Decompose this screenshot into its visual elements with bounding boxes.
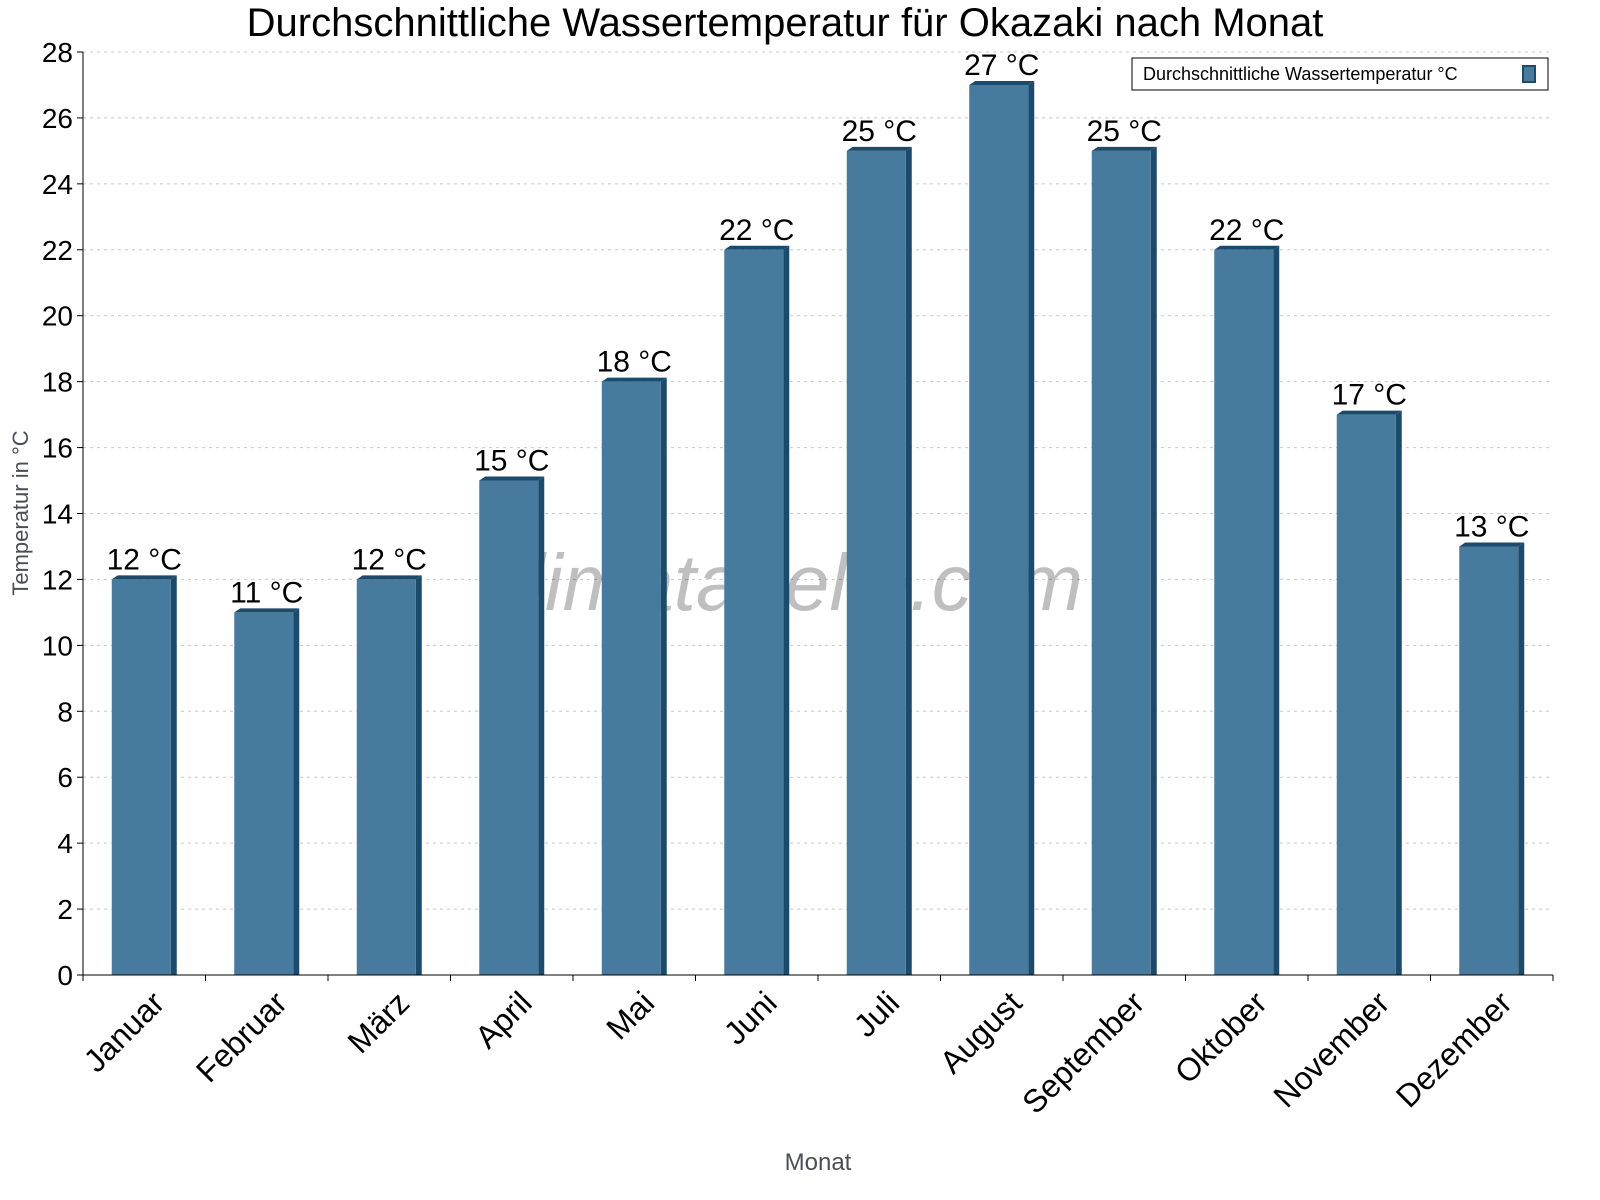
x-tick-label: September <box>1015 984 1151 1120</box>
bar-top <box>234 608 300 613</box>
bar-top <box>601 377 667 382</box>
legend: Durchschnittliche Wassertemperatur °C <box>1131 57 1549 91</box>
y-tick-label: 6 <box>57 762 73 793</box>
bar-top <box>1336 410 1402 415</box>
x-tick-label: Januar <box>77 984 172 1079</box>
x-tick-label: August <box>933 984 1029 1080</box>
bar-side <box>783 245 790 976</box>
bar-side <box>905 146 912 976</box>
bar-side <box>170 575 177 975</box>
y-axis-label: Temperatur in °C <box>8 430 33 595</box>
bar <box>724 249 784 976</box>
y-tick-label: 12 <box>42 564 73 595</box>
data-label: 11 °C <box>230 576 303 609</box>
y-tick-label: 16 <box>42 433 73 464</box>
legend-label: Durchschnittliche Wassertemperatur °C <box>1143 64 1458 84</box>
chart-title: Durchschnittliche Wassertemperatur für O… <box>247 1 1324 45</box>
data-label: 13 °C <box>1454 510 1529 543</box>
bar <box>969 84 1029 975</box>
bar <box>479 480 539 975</box>
data-label: 25 °C <box>842 115 917 148</box>
bar-side <box>1028 80 1035 975</box>
bar-top <box>479 476 545 481</box>
bar-top <box>1091 146 1157 151</box>
data-label: 22 °C <box>719 214 794 247</box>
y-tick-label: 20 <box>42 301 73 332</box>
bar <box>1091 150 1151 976</box>
y-tick-label: 22 <box>42 235 73 266</box>
bar-side <box>1150 146 1157 976</box>
bar-top <box>1214 245 1280 250</box>
bar-side <box>538 476 545 975</box>
x-tick-label: Februar <box>189 984 294 1089</box>
bar <box>601 381 661 976</box>
bar-top <box>969 80 1035 85</box>
y-tick-label: 28 <box>42 37 73 68</box>
bar <box>846 150 906 976</box>
y-tick-label: 10 <box>42 630 73 661</box>
bar-top <box>846 146 912 151</box>
x-tick-label: Oktober <box>1168 984 1274 1090</box>
bar-top <box>1459 542 1525 547</box>
y-tick-label: 18 <box>42 367 73 398</box>
bar <box>356 579 416 975</box>
bar-top <box>356 575 422 580</box>
bar <box>1459 546 1519 975</box>
bar-top <box>724 245 790 250</box>
legend-swatch <box>1522 65 1536 83</box>
y-tick-label: 8 <box>57 696 73 727</box>
data-label: 17 °C <box>1332 379 1407 412</box>
y-tick-label: 26 <box>42 103 73 134</box>
bar <box>1336 414 1396 975</box>
bar-side <box>1395 410 1402 975</box>
data-label: 25 °C <box>1087 115 1162 148</box>
y-tick-label: 0 <box>57 960 73 991</box>
y-tick-label: 14 <box>42 499 73 530</box>
data-label: 12 °C <box>352 543 427 576</box>
bar <box>111 579 171 975</box>
bar-side <box>1273 245 1280 976</box>
bar <box>1214 249 1274 976</box>
data-label: 15 °C <box>474 445 549 478</box>
x-tick-label: November <box>1266 984 1396 1114</box>
data-label: 12 °C <box>107 543 182 576</box>
bar-side <box>660 377 667 976</box>
bar <box>234 612 294 975</box>
data-label: 27 °C <box>964 49 1039 82</box>
data-label: 22 °C <box>1209 214 1284 247</box>
bar-side <box>415 575 422 975</box>
x-tick-label: Dezember <box>1389 984 1519 1114</box>
x-axis-label: Monat <box>785 1149 852 1176</box>
bars: 12 °C 11 °C 12 °C 15 °C 18 °C 22 °C 25 °C 27 °C… <box>107 49 1529 976</box>
bar-side <box>293 608 300 975</box>
x-tick-label: Juli <box>847 984 906 1043</box>
x-tick-label: Juni <box>717 984 784 1051</box>
bar-side <box>1518 542 1525 975</box>
x-tick-label: März <box>340 984 416 1060</box>
y-tick-label: 2 <box>57 894 73 925</box>
y-tick-label: 24 <box>42 169 73 200</box>
data-label: 18 °C <box>597 346 672 379</box>
x-tick-label: Mai <box>599 984 661 1046</box>
x-tick-label: April <box>468 984 539 1055</box>
y-tick-label: 4 <box>57 828 73 859</box>
grid <box>83 51 1553 910</box>
bar-top <box>111 575 177 580</box>
